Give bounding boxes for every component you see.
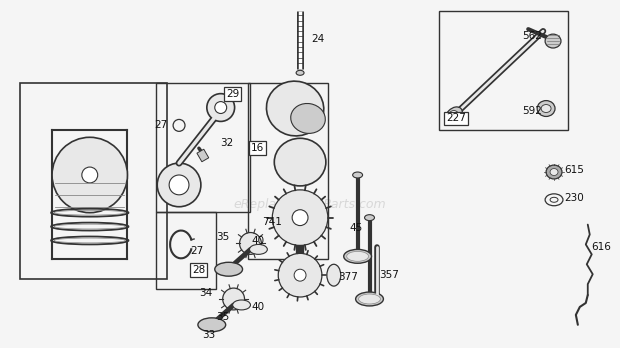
Ellipse shape [347, 251, 368, 261]
Ellipse shape [239, 232, 262, 254]
Text: 741: 741 [262, 216, 282, 227]
Text: 27: 27 [190, 246, 203, 256]
Bar [156, 212, 216, 289]
Ellipse shape [327, 264, 341, 286]
Bar [156, 83, 250, 212]
Ellipse shape [358, 294, 381, 304]
Text: 40: 40 [252, 302, 265, 312]
Text: 227: 227 [446, 113, 466, 124]
Bar [20, 83, 167, 279]
Ellipse shape [356, 292, 383, 306]
Text: 615: 615 [564, 165, 584, 175]
Text: 34: 34 [199, 288, 213, 298]
Text: 32: 32 [220, 138, 233, 148]
Text: 35: 35 [216, 312, 229, 322]
Circle shape [449, 111, 459, 120]
Ellipse shape [550, 168, 558, 175]
Bar [197, 149, 209, 162]
Ellipse shape [291, 103, 326, 133]
Ellipse shape [537, 101, 555, 117]
Ellipse shape [249, 244, 267, 254]
Bar [249, 83, 328, 259]
Text: 45: 45 [349, 223, 362, 232]
Circle shape [207, 94, 234, 121]
Text: 27: 27 [154, 120, 168, 130]
Ellipse shape [546, 165, 562, 179]
Bar [439, 11, 568, 130]
Circle shape [272, 190, 328, 245]
Text: 230: 230 [564, 193, 584, 203]
Ellipse shape [343, 250, 371, 263]
Ellipse shape [215, 262, 242, 276]
Text: 40: 40 [252, 236, 265, 246]
Ellipse shape [353, 172, 363, 178]
Circle shape [169, 175, 189, 195]
Text: 377: 377 [338, 272, 358, 282]
Text: 24: 24 [311, 34, 324, 44]
Ellipse shape [223, 288, 244, 310]
Text: 616: 616 [591, 243, 611, 252]
Ellipse shape [541, 104, 551, 112]
Text: 29: 29 [226, 89, 239, 98]
Text: 33: 33 [202, 330, 215, 340]
Ellipse shape [296, 70, 304, 75]
Text: 592: 592 [522, 105, 542, 116]
Text: eReplacementParts.com: eReplacementParts.com [234, 198, 386, 211]
Ellipse shape [52, 137, 128, 213]
Circle shape [278, 253, 322, 297]
Text: 562: 562 [522, 31, 542, 41]
Ellipse shape [267, 81, 324, 136]
Text: 28: 28 [192, 265, 205, 275]
Ellipse shape [365, 215, 374, 221]
Ellipse shape [274, 138, 326, 186]
Ellipse shape [545, 34, 561, 48]
Text: 357: 357 [379, 270, 399, 280]
Text: 16: 16 [251, 143, 264, 153]
Ellipse shape [445, 107, 463, 124]
Ellipse shape [198, 318, 226, 332]
Circle shape [157, 163, 201, 207]
Text: 35: 35 [216, 232, 229, 243]
Circle shape [294, 269, 306, 281]
Circle shape [292, 210, 308, 226]
Ellipse shape [82, 167, 98, 183]
Ellipse shape [232, 300, 250, 310]
Circle shape [215, 102, 227, 113]
